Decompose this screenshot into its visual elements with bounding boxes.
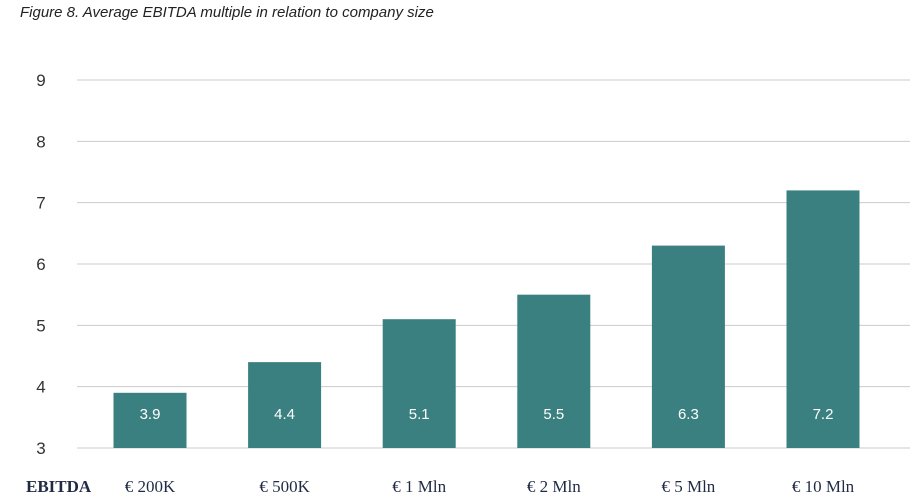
gridlines <box>77 79 910 449</box>
bar-value-label: 5.1 <box>409 406 430 423</box>
bar <box>248 362 322 448</box>
bar-value-label: 4.4 <box>274 406 295 423</box>
bar <box>382 319 456 448</box>
bar-value-label: 3.9 <box>140 406 161 423</box>
bar-value-label: 6.3 <box>678 406 699 423</box>
y-tick-label: 3 <box>36 439 45 458</box>
bars <box>113 190 860 448</box>
y-tick-label: 4 <box>36 378 45 397</box>
category-label: € 10 Mln <box>792 477 855 496</box>
y-tick-label: 7 <box>36 194 45 213</box>
bar <box>517 294 591 448</box>
category-label: € 2 Mln <box>527 477 581 496</box>
y-tick-label: 9 <box>36 71 45 90</box>
category-label: € 500K <box>259 477 310 496</box>
y-tick-label: 6 <box>36 255 45 274</box>
bar <box>786 190 860 448</box>
category-label: € 1 Mln <box>392 477 446 496</box>
value-labels: 3.9 4.4 5.1 5.5 6.3 7.2 <box>140 406 834 423</box>
bar-value-label: 5.5 <box>543 406 564 423</box>
bar <box>113 392 187 448</box>
category-label: € 200K <box>125 477 176 496</box>
bar <box>651 245 725 448</box>
category-label: € 5 Mln <box>661 477 715 496</box>
y-axis-ticks: 3 4 5 6 7 8 9 <box>36 71 45 458</box>
y-tick-label: 8 <box>36 132 45 151</box>
row-label: EBITDA <box>26 477 92 496</box>
chart-title: Figure 8. Average EBITDA multiple in rel… <box>20 4 434 21</box>
category-labels: € 200K € 500K € 1 Mln € 2 Mln € 5 Mln € 10 Ml… <box>125 477 855 496</box>
bar-value-label: 7.2 <box>813 406 834 423</box>
y-tick-label: 5 <box>36 316 45 335</box>
